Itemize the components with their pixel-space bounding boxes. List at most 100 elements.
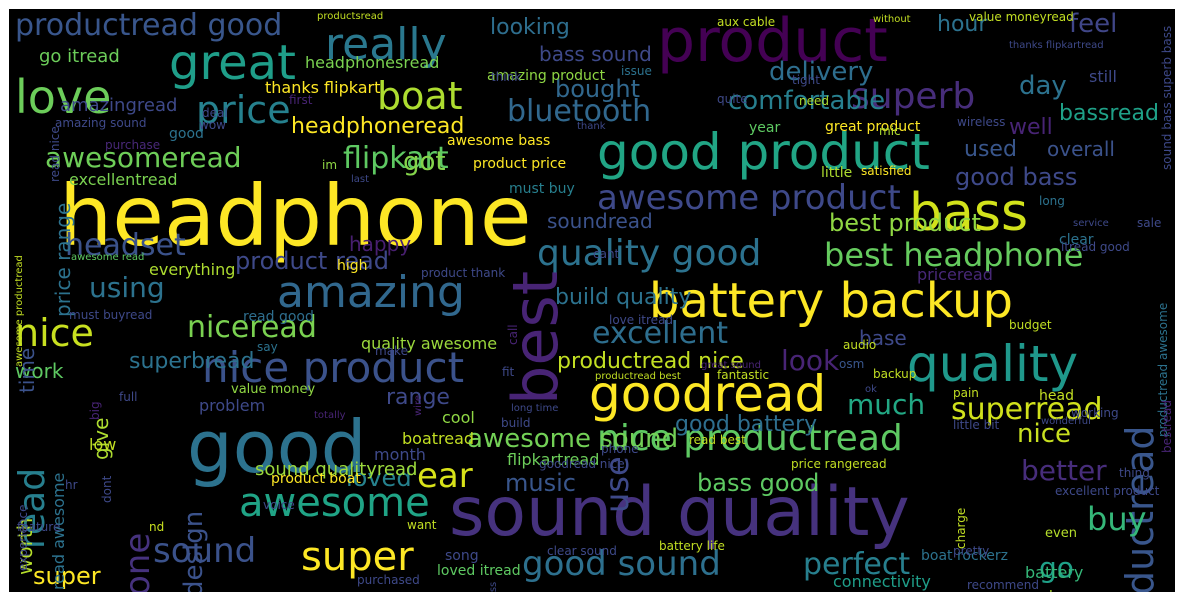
cloud-word: aux cable [717,15,776,29]
cloud-word: amazing [277,267,465,318]
cloud-word: bass [909,183,1029,243]
cloud-word: superb [851,76,976,117]
cloud-word: sound qualityread [255,459,418,480]
cloud-word: super [301,534,414,580]
cloud-word: soundread [547,209,653,233]
cloud-word: comfortable [728,86,886,116]
cloud-word: range [386,385,450,410]
cloud-word: awesome read [71,252,145,263]
cloud-word: delivery [769,57,874,87]
cloud-word: got [403,147,446,177]
cloud-word: buy [1087,500,1147,538]
cloud-word: problem [199,396,266,415]
cloud-word: even [1045,526,1077,541]
cloud-word: used [964,137,1017,162]
cloud-word: satisfied [861,164,912,178]
cloud-word: overall [1047,137,1115,161]
cloud-word: amazing sound [55,116,147,130]
cloud-word: little [821,165,853,181]
cloud-word: bluetooth [507,94,652,129]
cloud-word: low [89,435,117,454]
cloud-word: purchased [357,573,420,587]
cloud-word: thank [577,121,606,132]
cloud-word: product read [235,247,389,275]
cloud-word: sound quality [449,473,910,552]
cloud-word: fit [502,365,515,379]
cloud-word: read nice [48,126,62,182]
cloud-word: product price [473,156,567,172]
cloud-word: cool [442,408,475,427]
cloud-word: nice productread [597,418,903,459]
cloud-word: bass good [697,469,820,497]
cloud-word: recommend [967,578,1039,592]
cloud-word: thanks flipkartread [1009,40,1104,51]
cloud-word: excellent product [1055,484,1160,498]
cloud-word: osm [839,357,865,371]
cloud-word: happy [349,232,412,256]
cloud-word: best headphone [824,236,1084,274]
cloud-word: cant [593,247,620,261]
cloud-word: mic [879,124,901,138]
cloud-word: day [1019,71,1067,101]
cloud-word: pain [953,386,979,400]
cloud-word: better [1021,454,1107,487]
cloud-word: good [169,126,204,142]
cloud-word: totally [314,410,346,421]
cloud-word: boatread [402,429,475,448]
cloud-word: clear [1059,232,1094,248]
word-cloud: headphone sound quality good product battery… [9,9,1175,592]
cloud-word: service [1073,218,1109,229]
cloud-word: thing [1119,466,1150,480]
cloud-word: working [1071,406,1119,420]
cloud-word: still [1089,67,1117,86]
cloud-word: super [33,562,101,590]
cloud-word: connectivity [833,572,931,591]
cloud-word: backup [873,367,917,381]
cloud-word: voice [263,498,295,512]
cloud-word: ok [865,384,877,395]
cloud-word: pretty [953,544,990,558]
cloud-word: experience [16,504,30,571]
cloud-word: full [119,390,138,404]
cloud-word: amazing product [487,68,606,84]
cloud-word: make [375,344,408,358]
cloud-word: quality [907,335,1079,393]
cloud-word: wow [199,118,226,132]
cloud-word: budget [1009,318,1052,332]
cloud-word: little bit [953,418,1000,432]
cloud-word: headphone [59,167,532,265]
cloud-word: hear [1049,590,1081,592]
cloud-word: nd [149,520,165,534]
cloud-word: long [1039,194,1065,208]
cloud-word: awesome [239,480,430,526]
cloud-word: one [118,532,158,592]
cloud-word: awesome productread [14,255,25,367]
cloud-word: awesome product [597,178,901,218]
cloud-word: love [15,70,112,124]
cloud-word: product boat [271,471,361,487]
cloud-word: nice [15,311,94,355]
cloud-word: charge [954,507,968,549]
cloud-word: go [1039,551,1074,584]
cloud-word: wireless [957,115,1006,129]
cloud-word: wonderful [1041,416,1091,427]
cloud-word: amazingread [60,95,178,116]
cloud-word: read good [243,309,314,325]
cloud-word: loved itread [437,563,521,579]
cloud-word: battery backup [649,273,1013,329]
cloud-word: feature [17,520,61,534]
cloud-word: great product [825,119,921,135]
cloud-word: hr [65,478,78,492]
cloud-word: productread nice [557,349,744,374]
cloud-word: big [88,401,102,420]
cloud-word: wire [413,394,424,416]
cloud-word: song [445,548,479,564]
cloud-word: clear sound [547,544,617,558]
cloud-word: good sound [522,544,721,584]
cloud-word: looking [490,15,570,40]
cloud-word: design [179,510,209,592]
cloud-word: boat [377,74,463,118]
cloud-word: love itread [609,313,674,327]
cloud-word: long time [511,403,559,414]
cloud-word: work [15,359,64,383]
